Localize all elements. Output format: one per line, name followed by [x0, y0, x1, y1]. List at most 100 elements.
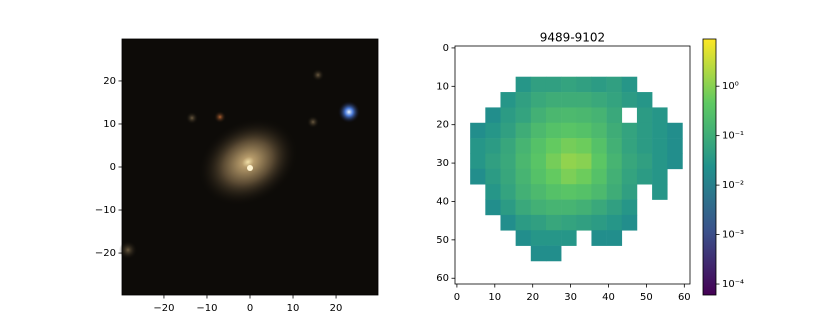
heat-cell: [545, 230, 562, 246]
heat-cell: [591, 214, 607, 231]
x-tick-label: −20: [153, 303, 174, 314]
colorbar-tick-label: 10⁻²: [722, 180, 744, 191]
heat-cell: [652, 153, 668, 170]
x-tick-label: 20: [330, 303, 343, 314]
heat-cell: [591, 122, 607, 139]
heat-cell: [500, 168, 516, 185]
heat-cell: [606, 168, 623, 185]
x-tick-label: 40: [602, 292, 615, 303]
heat-cell: [500, 153, 516, 170]
heat-cell: [561, 184, 577, 200]
heat-cell: [470, 153, 486, 170]
heat-cell: [545, 92, 562, 108]
colorbar: [702, 38, 717, 296]
y-tick-label: 50: [436, 235, 449, 246]
heat-cell: [606, 153, 623, 170]
heat-cell: [545, 184, 562, 200]
x-tick-label: 60: [678, 292, 691, 303]
x-tick-label: −10: [196, 303, 217, 314]
heat-cell: [515, 199, 532, 216]
heat-cell: [500, 122, 516, 139]
heat-cell: [576, 214, 592, 231]
heat-cell: [485, 184, 501, 200]
heat-cell: [561, 214, 577, 231]
heat-cell: [591, 138, 607, 154]
heat-cell: [515, 92, 532, 108]
heat-cell: [591, 230, 607, 246]
heat-cell: [621, 92, 638, 108]
y-tick-label: 0: [110, 162, 116, 173]
heat-cell: [652, 184, 668, 200]
heat-cell: [606, 122, 623, 139]
heat-cell: [485, 168, 501, 185]
heat-cell: [652, 138, 668, 154]
heat-cell: [576, 184, 592, 200]
y-tick-label: −10: [95, 205, 116, 216]
heat-cell: [530, 76, 547, 93]
heat-cell: [591, 153, 607, 170]
heat-cell: [561, 153, 577, 170]
x-tick-label: 30: [564, 292, 577, 303]
heat-cell: [561, 230, 577, 246]
heat-cell: [576, 107, 592, 124]
heat-cell: [500, 184, 516, 200]
heat-cell: [576, 92, 592, 108]
heat-cell: [591, 199, 607, 216]
x-tick-label: 50: [640, 292, 653, 303]
heat-cell: [515, 122, 532, 139]
heat-cell: [515, 184, 532, 200]
heat-cell: [485, 122, 501, 139]
heat-cell: [667, 122, 683, 139]
heat-cell: [500, 107, 516, 124]
heat-cell: [530, 214, 547, 231]
x-tick-label: 0: [247, 303, 253, 314]
heat-cell: [545, 138, 562, 154]
heat-cell: [621, 138, 638, 154]
heat-cell: [621, 76, 638, 93]
heatmap: [470, 76, 683, 262]
heat-cell: [530, 230, 547, 246]
heat-cell: [470, 122, 486, 139]
colorbar-tick-label: 10⁰: [722, 81, 739, 92]
heat-cell: [606, 92, 623, 108]
heat-cell: [576, 122, 592, 139]
heat-cell: [561, 92, 577, 108]
heat-cell: [636, 122, 653, 139]
galaxy-image: [119, 39, 378, 295]
heat-cell: [576, 199, 592, 216]
heat-cell: [530, 122, 547, 139]
heat-cell: [606, 214, 623, 231]
heat-cell: [545, 153, 562, 170]
axes-frame: [454, 45, 691, 285]
heat-cell: [545, 199, 562, 216]
heat-cell: [561, 107, 577, 124]
heat-cell: [470, 168, 486, 185]
heat-cell: [545, 122, 562, 139]
heat-cell: [652, 122, 668, 139]
heat-cell: [515, 138, 532, 154]
y-tick-label: 20: [103, 76, 116, 87]
heat-cell: [591, 92, 607, 108]
heat-cell: [591, 76, 607, 93]
heat-cell: [500, 199, 516, 216]
heat-cell: [667, 153, 683, 170]
y-tick-label: 40: [436, 196, 449, 207]
heat-cell: [515, 230, 532, 246]
heat-cell: [576, 168, 592, 185]
colorbar-tick-label: 10⁻¹: [722, 131, 744, 142]
heat-cell: [652, 107, 668, 124]
x-tick-label: 0: [454, 292, 460, 303]
y-tick-label: 10: [436, 81, 449, 92]
heat-cell: [545, 245, 562, 262]
heat-cell: [576, 76, 592, 93]
heat-cell: [500, 214, 516, 231]
x-tick-label: 10: [287, 303, 300, 314]
heat-cell: [530, 184, 547, 200]
y-tick-label: −20: [95, 248, 116, 259]
x-tick-label: 20: [526, 292, 539, 303]
heat-cell: [591, 168, 607, 185]
y-tick-label: 20: [436, 120, 449, 131]
heat-cell: [576, 138, 592, 154]
heat-cell: [636, 138, 653, 154]
